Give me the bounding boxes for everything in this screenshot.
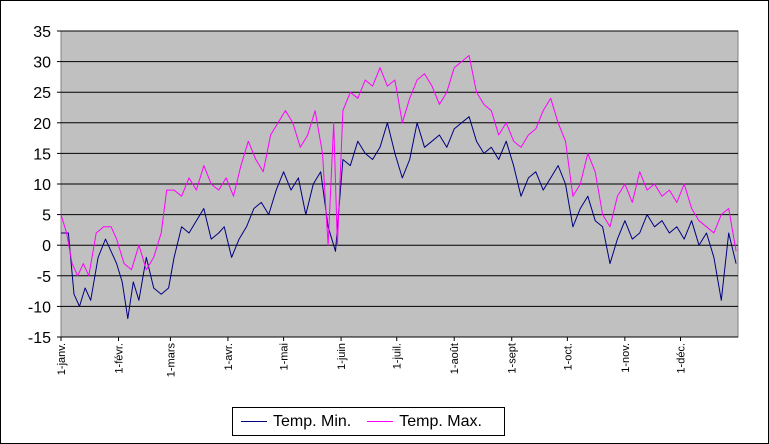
- legend-label-max: Temp. Max.: [399, 412, 482, 430]
- y-tick-label: 35: [33, 24, 51, 41]
- legend: Temp. Min. Temp. Max.: [232, 407, 505, 436]
- x-tick-label: 1-oct.: [562, 343, 574, 371]
- x-tick-label: 1-sept: [507, 343, 519, 374]
- legend-line-max: [367, 421, 394, 422]
- x-tick-label: 1-mars: [165, 343, 177, 378]
- series-line-min: [61, 116, 737, 320]
- x-tick-label: 1-déc.: [676, 343, 688, 374]
- y-tick-label: 15: [33, 146, 51, 163]
- x-tick-label: 1-juin: [336, 343, 348, 370]
- y-tick-label: -5: [37, 269, 51, 286]
- x-tick-label: 1-janv.: [56, 343, 68, 375]
- y-tick-label: 5: [42, 208, 51, 225]
- y-tick-label: 10: [33, 177, 51, 194]
- x-tick-label: 1-févr.: [113, 343, 125, 374]
- legend-item-min: Temp. Min.: [241, 413, 351, 431]
- legend-item-max: Temp. Max.: [367, 413, 482, 431]
- series-lines: [60, 55, 737, 320]
- y-tick-label: -10: [28, 299, 51, 316]
- x-tick-label: 1-avr.: [223, 343, 235, 371]
- y-tick-label: 30: [33, 55, 51, 72]
- x-axis-ticks: 1-janv. 1-févr. 1-mars 1-avr. 1-mai 1-juin 1-j…: [56, 336, 738, 378]
- y-tick-label: -15: [28, 330, 51, 347]
- x-tick-label: 1-mai: [279, 343, 291, 371]
- y-tick-label: 25: [33, 85, 51, 102]
- x-tick-label: 1-juil.: [392, 343, 404, 369]
- legend-label-min: Temp. Min.: [273, 412, 352, 430]
- series-line-max: [60, 55, 737, 277]
- x-tick-label: 1-août: [449, 343, 461, 374]
- y-tick-label: 0: [42, 238, 51, 255]
- y-axis-ticks: 35 30 25 20 15 10 5 0 -5 -10 -15: [28, 24, 61, 347]
- y-tick-label: 20: [33, 116, 51, 133]
- gridlines: [61, 30, 738, 338]
- x-tick-label: 1-nov.: [620, 343, 632, 373]
- legend-line-min: [241, 421, 267, 422]
